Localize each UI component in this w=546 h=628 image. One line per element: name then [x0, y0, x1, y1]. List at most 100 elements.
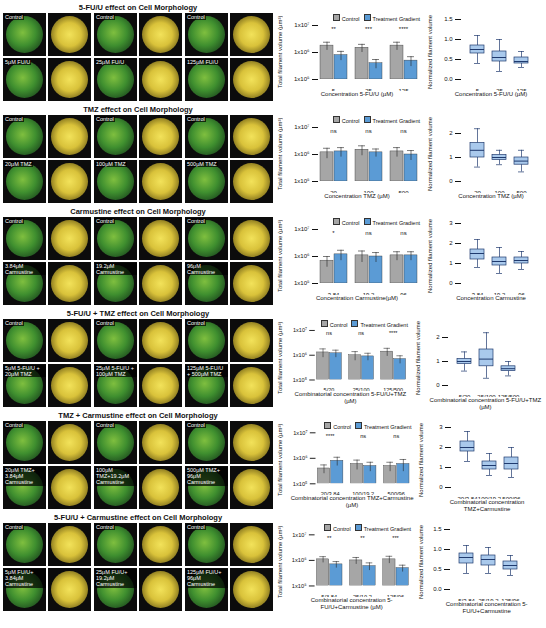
svg-text:2: 2: [436, 334, 440, 340]
svg-text:***: ***: [365, 26, 373, 32]
svg-text:ns: ns: [365, 230, 371, 236]
html-text:20μM TMZ+ 3.84μM Carmustine: 20μM TMZ+ 3.84μM Carmustine: [5, 467, 35, 486]
svg-text:20/3.84: 20/3.84: [320, 491, 339, 494]
svg-text:5/20: 5/20: [323, 387, 334, 390]
html-text:5μM FU/U+ 3.84μM Carmustine: 5μM FU/U+ 3.84μM Carmustine: [5, 569, 34, 588]
html-text:100μM TMZ+19.2μM Carmustine: 100μM TMZ+19.2μM Carmustine: [96, 467, 129, 486]
svg-text:125/96: 125/96: [387, 594, 404, 597]
svg-text:20: 20: [330, 190, 337, 193]
svg-text:3: 3: [449, 220, 453, 226]
svg-text:1: 1: [439, 464, 443, 470]
svg-text:3.84: 3.84: [328, 292, 340, 295]
svg-text:1x10⁶: 1x10⁶: [293, 352, 307, 358]
svg-text:19.2: 19.2: [363, 292, 375, 295]
svg-text:1x10⁷: 1x10⁷: [294, 226, 309, 232]
svg-text:5/3.84: 5/3.84: [458, 598, 475, 601]
svg-text:5/3.84: 5/3.84: [322, 594, 338, 597]
svg-text:***: ***: [392, 535, 399, 541]
svg-text:1x10⁵: 1x10⁵: [292, 583, 307, 589]
svg-text:1: 1: [436, 358, 440, 364]
svg-text:1x10⁵: 1x10⁵: [293, 377, 307, 383]
svg-text:1x10⁶: 1x10⁶: [293, 455, 308, 461]
svg-text:1x10⁶: 1x10⁶: [294, 151, 310, 157]
svg-text:1x10⁵: 1x10⁵: [294, 76, 310, 82]
svg-text:25/19.2: 25/19.2: [353, 594, 372, 597]
svg-text:20/3.84: 20/3.84: [458, 496, 479, 499]
svg-text:25/100: 25/100: [477, 394, 496, 397]
svg-text:500/96: 500/96: [387, 491, 404, 494]
svg-text:125/96: 125/96: [502, 598, 521, 601]
svg-text:ns: ns: [326, 330, 332, 336]
svg-text:500/96: 500/96: [503, 496, 522, 499]
svg-text:**: **: [331, 26, 336, 32]
svg-text:**: **: [327, 535, 332, 541]
svg-text:0: 0: [436, 382, 440, 388]
svg-text:5: 5: [476, 88, 480, 91]
svg-text:1: 1: [449, 154, 453, 160]
svg-text:ns: ns: [360, 433, 366, 439]
svg-text:ns: ns: [400, 128, 406, 134]
svg-text:1.5: 1.5: [444, 16, 453, 22]
html-text:500μM TMZ+ 96μM Carmustine: 500μM TMZ+ 96μM Carmustine: [187, 467, 220, 486]
html-text:25μM FU/U+ 19.2μM Carmustine: 25μM FU/U+ 19.2μM Carmustine: [96, 569, 128, 588]
svg-text:0: 0: [449, 280, 453, 286]
svg-text:100: 100: [494, 190, 505, 193]
svg-text:1x10⁶: 1x10⁶: [294, 253, 310, 259]
svg-text:125: 125: [516, 88, 527, 91]
svg-text:ns: ns: [330, 128, 336, 134]
svg-text:0: 0: [439, 484, 443, 490]
svg-text:25/100: 25/100: [353, 387, 370, 390]
svg-text:1.5: 1.5: [433, 526, 442, 532]
svg-text:19.2: 19.2: [494, 292, 506, 295]
svg-text:0.5: 0.5: [433, 566, 442, 572]
svg-text:1x10⁵: 1x10⁵: [294, 178, 310, 184]
svg-text:ns: ns: [358, 330, 364, 336]
svg-text:****: ****: [399, 26, 409, 32]
svg-text:500: 500: [516, 190, 527, 193]
svg-text:1x10⁶: 1x10⁶: [292, 557, 307, 563]
svg-text:96: 96: [400, 292, 407, 295]
svg-text:1x10⁷: 1x10⁷: [292, 532, 306, 538]
svg-text:1x10⁷: 1x10⁷: [294, 124, 309, 130]
svg-text:1x10⁵: 1x10⁵: [293, 481, 308, 487]
svg-text:****: ****: [389, 330, 398, 336]
svg-text:500: 500: [398, 190, 409, 193]
svg-text:1: 1: [449, 260, 453, 266]
svg-text:25: 25: [365, 88, 372, 91]
svg-text:20: 20: [474, 190, 481, 193]
svg-text:25/19.2: 25/19.2: [479, 598, 500, 601]
html-text:125μM FU/U+ 96μM Carmustine: 125μM FU/U+ 96μM Carmustine: [187, 569, 222, 588]
svg-text:125: 125: [398, 88, 409, 91]
svg-text:1x10⁵: 1x10⁵: [294, 280, 310, 286]
svg-text:5: 5: [332, 88, 336, 91]
svg-text:2: 2: [439, 444, 443, 450]
svg-text:100/19.2: 100/19.2: [352, 491, 374, 494]
svg-text:1x10⁷: 1x10⁷: [293, 327, 307, 333]
svg-text:1.0: 1.0: [444, 36, 453, 42]
svg-text:ns: ns: [365, 128, 371, 134]
svg-text:1x10⁶: 1x10⁶: [294, 49, 310, 55]
svg-text:0.5: 0.5: [444, 56, 453, 62]
svg-text:0: 0: [449, 178, 453, 184]
svg-text:ns: ns: [393, 433, 399, 439]
svg-text:2: 2: [449, 240, 453, 246]
svg-text:3: 3: [439, 424, 443, 430]
svg-text:ns: ns: [400, 230, 406, 236]
svg-text:5/20: 5/20: [458, 394, 470, 397]
svg-text:3.84: 3.84: [472, 292, 484, 295]
svg-text:100: 100: [363, 190, 374, 193]
svg-text:100/19.2: 100/19.2: [478, 496, 502, 499]
svg-text:****: ****: [325, 433, 335, 439]
svg-text:**: **: [360, 535, 365, 541]
svg-text:1x10⁷: 1x10⁷: [294, 22, 309, 28]
svg-text:2: 2: [449, 130, 453, 136]
svg-text:1.0: 1.0: [433, 546, 442, 552]
svg-text:125/500: 125/500: [497, 394, 519, 397]
svg-text:125/500: 125/500: [383, 387, 403, 390]
svg-text:96: 96: [518, 292, 525, 295]
svg-text:*: *: [332, 230, 335, 236]
svg-text:0.0: 0.0: [433, 586, 442, 592]
svg-text:0.0: 0.0: [444, 76, 453, 82]
svg-text:25: 25: [496, 88, 503, 91]
svg-text:1x10⁷: 1x10⁷: [293, 430, 307, 436]
